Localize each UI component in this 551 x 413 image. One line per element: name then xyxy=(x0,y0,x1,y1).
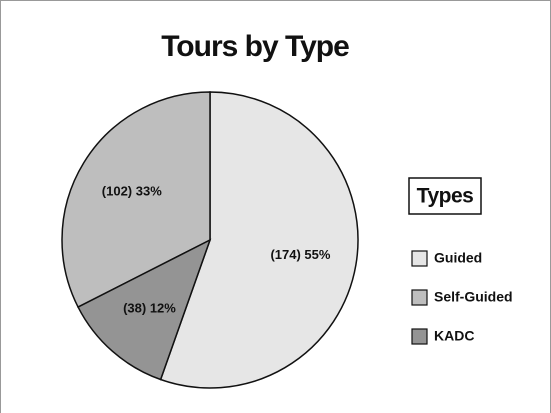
legend-label: KADC xyxy=(434,328,474,344)
slice-label: (174) 55% xyxy=(270,247,330,262)
pie-slice xyxy=(77,238,212,381)
legend-label: Guided xyxy=(434,250,482,266)
legend-title: Types xyxy=(417,185,474,208)
legend-swatch xyxy=(411,250,428,267)
pie-slice xyxy=(61,91,211,309)
pie-slice xyxy=(159,91,359,389)
chart-title: Tours by Type xyxy=(161,30,349,63)
legend-title-box xyxy=(408,177,482,215)
slice-label: (102) 33% xyxy=(102,183,162,198)
legend-swatch xyxy=(411,328,428,345)
legend-swatch xyxy=(411,289,428,306)
legend-label: Self-Guided xyxy=(434,289,513,305)
slice-label: (38) 12% xyxy=(123,300,176,315)
